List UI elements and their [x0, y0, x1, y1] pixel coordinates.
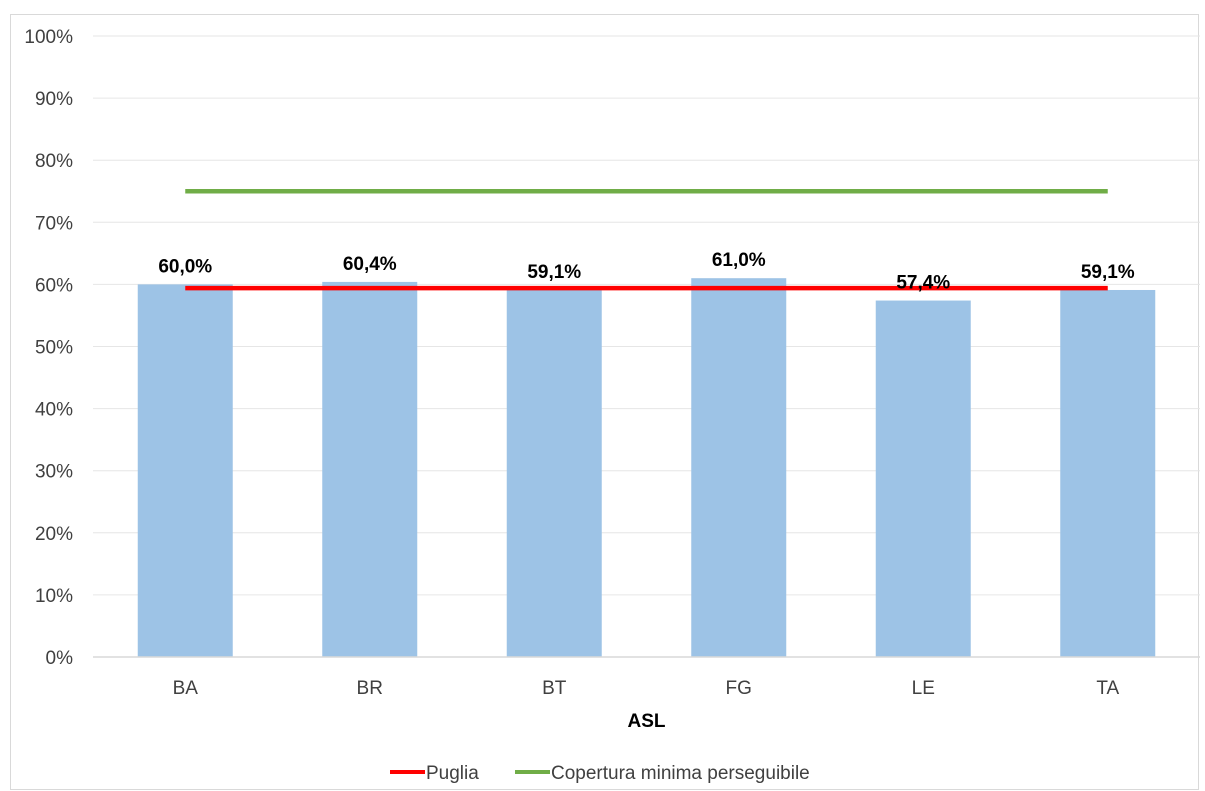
legend: Puglia Copertura minima perseguibile	[390, 763, 810, 784]
y-tick-label: 50%	[35, 338, 73, 359]
x-tick-label-bt: BT	[542, 678, 567, 699]
data-labels: 60,0% 60,4% 59,1% 61,0% 57,4% 59,1%	[158, 250, 1134, 293]
legend-label-copertura-minima: Copertura minima perseguibile	[551, 763, 810, 784]
data-label-le: 57,4%	[896, 273, 950, 294]
y-tick-label: 100%	[24, 27, 73, 48]
y-tick-label: 80%	[35, 151, 73, 172]
y-tick-label: 40%	[35, 400, 73, 421]
reference-lines	[185, 189, 1108, 291]
bar-br	[322, 281, 418, 657]
bar-ba	[137, 284, 233, 657]
x-axis-title: ASL	[628, 711, 666, 732]
y-tick-label: 10%	[35, 586, 73, 607]
bar-fg	[691, 278, 787, 657]
x-tick-label-le: LE	[912, 678, 935, 699]
gridlines	[93, 35, 1200, 596]
x-tick-label-ta: TA	[1096, 678, 1119, 699]
y-tick-label: 20%	[35, 524, 73, 545]
y-tick-label: 30%	[35, 462, 73, 483]
data-label-br: 60,4%	[343, 254, 397, 275]
bar-le	[875, 300, 971, 657]
y-tick-label: 0%	[46, 648, 74, 669]
bars	[137, 278, 1156, 657]
data-label-ba: 60,0%	[158, 256, 212, 277]
x-axis-ticks: BA BR BT FG LE TA	[173, 678, 1120, 699]
legend-label-puglia: Puglia	[426, 763, 479, 784]
data-label-bt: 59,1%	[527, 262, 581, 283]
y-tick-label: 90%	[35, 89, 73, 110]
x-tick-label-ba: BA	[173, 678, 199, 699]
bar-ta	[1060, 289, 1156, 657]
data-label-fg: 61,0%	[712, 250, 766, 271]
y-tick-label: 70%	[35, 213, 73, 234]
y-tick-label: 60%	[35, 275, 73, 296]
x-tick-label-fg: FG	[726, 678, 752, 699]
x-tick-label-br: BR	[357, 678, 383, 699]
y-axis-ticks: 0% 10% 20% 30% 40% 50% 60% 70% 80% 90% 100%	[24, 27, 73, 669]
data-label-ta: 59,1%	[1081, 262, 1135, 283]
bar-bt	[506, 289, 602, 657]
